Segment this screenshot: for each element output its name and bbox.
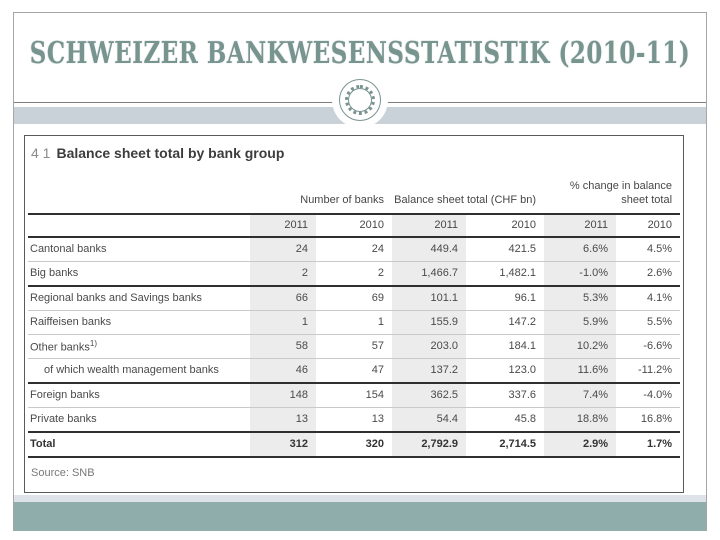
- cell: 123.0: [466, 358, 545, 384]
- cell: 57: [316, 334, 393, 359]
- cell: 1.7%: [616, 431, 681, 458]
- cell: 155.9: [392, 310, 467, 335]
- row-label: of which wealth management banks: [28, 358, 250, 384]
- empty-header-cell: [28, 212, 250, 238]
- year-header: 2011: [250, 212, 316, 238]
- footer-light-strip: [14, 495, 706, 502]
- footnote-marker: 1): [89, 338, 98, 348]
- ornament-circle-icon: [339, 79, 381, 121]
- cell: 147.2: [466, 310, 545, 335]
- cell: -1.0%: [544, 261, 617, 287]
- col-group-number-of-banks: Number of banks: [300, 194, 385, 207]
- year-header: 2010: [316, 212, 393, 238]
- cell: 421.5: [466, 236, 545, 262]
- col-group-balance-sheet-total: Balance sheet total (CHF bn): [394, 194, 537, 207]
- table-heading-number: 4 1: [31, 145, 51, 161]
- slide-title: SCHWEIZER BANKWESENSSTATISTIK (2010-11): [29, 36, 691, 71]
- row-label: Other banks1): [28, 334, 250, 359]
- cell: 4.5%: [616, 236, 681, 262]
- cell: 2.6%: [616, 261, 681, 287]
- table-row-other-banks: Other banks1) 58 57 203.0 184.1 10.2% -6…: [28, 334, 681, 359]
- footer-teal-band: [14, 502, 706, 531]
- table-panel: 4 1 Balance sheet total by bank group Num…: [24, 135, 684, 493]
- cell: 18.8%: [544, 407, 617, 433]
- row-label: Cantonal banks: [28, 236, 250, 262]
- cell: 13: [316, 407, 393, 433]
- cell: 2: [316, 261, 393, 287]
- cell: 137.2: [392, 358, 467, 384]
- row-label: Private banks: [28, 407, 250, 433]
- column-group-header-row: Number of banks Balance sheet total (CHF…: [28, 167, 680, 214]
- cell: 320: [316, 431, 393, 458]
- balance-sheet-table: Number of banks Balance sheet total (CHF…: [28, 167, 681, 458]
- cell: 7.4%: [544, 382, 617, 408]
- empty-header-cell: [28, 167, 250, 214]
- year-header: 2010: [466, 212, 545, 238]
- cell: -4.0%: [616, 382, 681, 408]
- cell: 11.6%: [544, 358, 617, 384]
- cell: 45.8: [466, 407, 545, 433]
- row-label: Foreign banks: [28, 382, 250, 408]
- cell: 1: [250, 310, 316, 335]
- table-heading-text: Balance sheet total by bank group: [56, 145, 285, 161]
- cell: -6.6%: [616, 334, 681, 359]
- cell: 13: [250, 407, 316, 433]
- table-row-foreign-banks: Foreign banks 148 154 362.5 337.6 7.4% -…: [28, 382, 681, 408]
- cell: 2.9%: [544, 431, 617, 458]
- year-header: 2010: [616, 212, 681, 238]
- table-row-total: Total 312 320 2,792.9 2,714.5 2.9% 1.7%: [28, 431, 681, 458]
- row-label: Big banks: [28, 261, 250, 287]
- row-label: Regional banks and Savings banks: [28, 285, 250, 311]
- cell: 69: [316, 285, 393, 311]
- cell: 312: [250, 431, 316, 458]
- cell: 10.2%: [544, 334, 617, 359]
- table-row-big-banks: Big banks 2 2 1,466.7 1,482.1 -1.0% 2.6%: [28, 261, 681, 287]
- cell: 58: [250, 334, 316, 359]
- table-row-private-banks: Private banks 13 13 54.4 45.8 18.8% 16.8…: [28, 407, 681, 433]
- cell: 101.1: [392, 285, 467, 311]
- cell: 5.5%: [616, 310, 681, 335]
- row-label-text: Other banks: [30, 341, 90, 354]
- cell: 46: [250, 358, 316, 384]
- cell: 2: [250, 261, 316, 287]
- year-header-row: 2011 2010 2011 2010 2011 2010: [28, 212, 681, 238]
- cell: 54.4: [392, 407, 467, 433]
- cell: 4.1%: [616, 285, 681, 311]
- cell: 2,714.5: [466, 431, 545, 458]
- cell: 1: [316, 310, 393, 335]
- cell: 24: [316, 236, 393, 262]
- cell: 66: [250, 285, 316, 311]
- year-header: 2011: [544, 212, 617, 238]
- cell: 1,466.7: [392, 261, 467, 287]
- cell: 148: [250, 382, 316, 408]
- table-heading: 4 1 Balance sheet total by bank group: [31, 145, 677, 161]
- cell: 6.6%: [544, 236, 617, 262]
- cell: 47: [316, 358, 393, 384]
- cell: 24: [250, 236, 316, 262]
- source-note: Source: SNB: [31, 466, 95, 479]
- table-row-wealth-management-banks: of which wealth management banks 46 47 1…: [28, 358, 681, 384]
- cell: 96.1: [466, 285, 545, 311]
- table-row-raiffeisen-banks: Raiffeisen banks 1 1 155.9 147.2 5.9% 5.…: [28, 310, 681, 335]
- cell: 16.8%: [616, 407, 681, 433]
- cell: 1,482.1: [466, 261, 545, 287]
- cell: 184.1: [466, 334, 545, 359]
- row-label: Total: [28, 431, 250, 458]
- year-header: 2011: [392, 212, 467, 238]
- cell: 2,792.9: [392, 431, 467, 458]
- cell: 203.0: [392, 334, 467, 359]
- ornament-beaded-ring-icon: [345, 85, 375, 115]
- table-row-regional-banks: Regional banks and Savings banks 66 69 1…: [28, 285, 681, 311]
- cell: 337.6: [466, 382, 545, 408]
- cell: 5.3%: [544, 285, 617, 311]
- table-row-cantonal-banks: Cantonal banks 24 24 449.4 421.5 6.6% 4.…: [28, 236, 681, 262]
- row-label: Raiffeisen banks: [28, 310, 250, 335]
- cell: 154: [316, 382, 393, 408]
- cell: 5.9%: [544, 310, 617, 335]
- cell: -11.2%: [616, 358, 681, 384]
- cell: 362.5: [392, 382, 467, 408]
- col-group-pct-change: % change in balance sheet total: [569, 180, 673, 207]
- cell: 449.4: [392, 236, 467, 262]
